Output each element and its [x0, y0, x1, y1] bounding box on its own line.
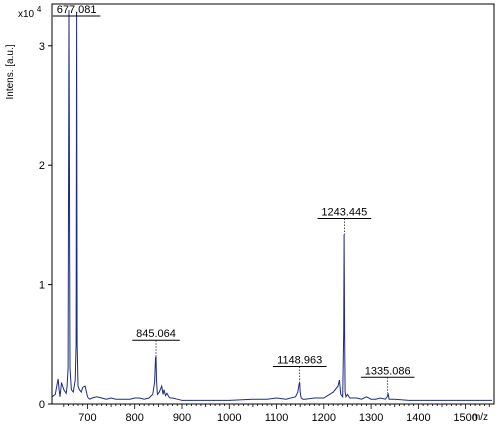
x-tick-label-900: 900 [173, 412, 191, 424]
x-axis-title: m/z [472, 412, 488, 423]
y-axis: 0 1 2 3 [39, 41, 52, 411]
y-axis-title: Intens. [a.u.] [5, 44, 16, 99]
peak-label-4: 1335.086 [365, 365, 411, 377]
x-axis: 700 800 900 1000 1100 1200 1300 1400 1500 [63, 404, 490, 424]
y-tick-label-2: 2 [39, 160, 45, 172]
x-tick-label-700: 700 [78, 412, 96, 424]
plot-border [51, 3, 495, 405]
y-scale-label: x10 4 [18, 5, 42, 20]
peak-label-2: 1148.963 [277, 355, 322, 367]
y-scale-base: x10 [18, 9, 35, 20]
x-tick-label-1200: 1200 [312, 412, 336, 424]
x-tick-label-800: 800 [126, 412, 144, 424]
x-tick-label-1500: 1500 [453, 412, 477, 424]
spectrum-trace-0 [51, 9, 493, 401]
peak-annotations: 677.081 845.064 1148.963 1243.445 1335.086 [52, 4, 415, 394]
series-group [51, 9, 493, 401]
y-tick-label-3: 3 [39, 41, 45, 53]
peak-label-3: 1243.445 [321, 206, 367, 218]
x-tick-label-1300: 1300 [359, 412, 383, 424]
y-tick-label-0: 0 [39, 399, 45, 411]
x-tick-label-1400: 1400 [406, 412, 430, 424]
plot-frame [51, 3, 495, 405]
peak-label-0: 677.081 [57, 4, 97, 16]
y-tick-label-1: 1 [39, 280, 45, 292]
x-tick-label-1100: 1100 [265, 412, 289, 424]
x-tick-label-1000: 1000 [217, 412, 241, 424]
y-scale-exponent: 4 [37, 5, 42, 14]
peak-label-1: 845.064 [136, 328, 176, 340]
